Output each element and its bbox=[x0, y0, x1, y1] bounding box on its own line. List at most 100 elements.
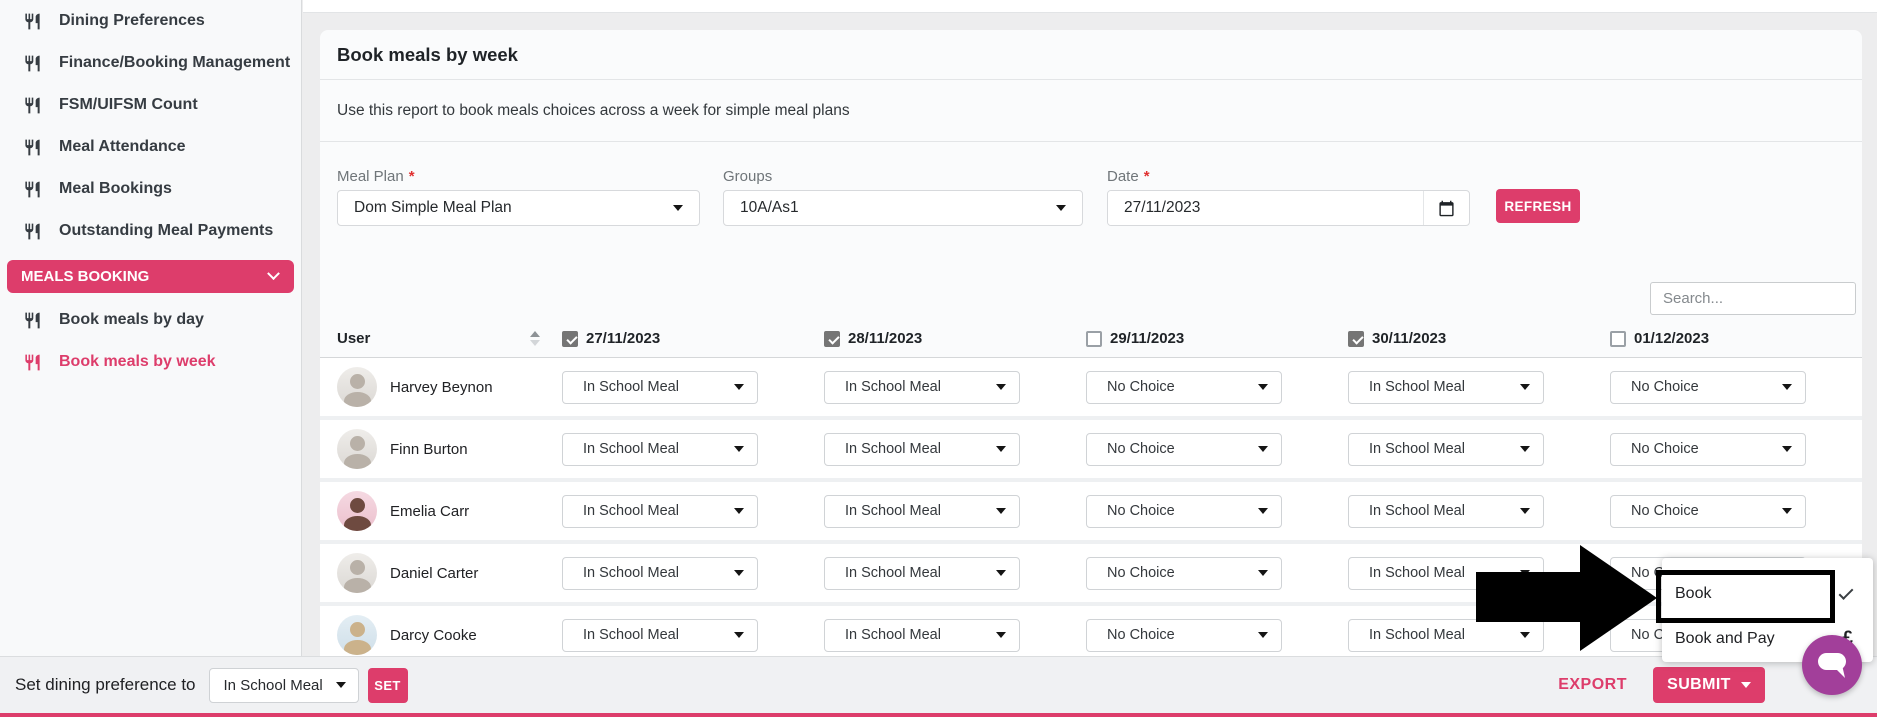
groups-select[interactable]: 10A/As1 bbox=[723, 190, 1083, 226]
sidebar-item-book-meals-by-day[interactable]: Book meals by day bbox=[0, 299, 301, 341]
sort-icon[interactable] bbox=[530, 331, 540, 346]
set-button[interactable]: SET bbox=[368, 668, 408, 703]
sort-desc-icon bbox=[530, 340, 540, 346]
meal-choice-select[interactable]: No Choice bbox=[1086, 495, 1282, 528]
date-column-checkbox[interactable] bbox=[562, 331, 578, 347]
refresh-button[interactable]: REFRESH bbox=[1496, 189, 1580, 223]
user-column-header: User bbox=[320, 330, 562, 347]
page-title: Book meals by week bbox=[320, 30, 1862, 80]
table-row: Finn Burton In School Meal In School Mea… bbox=[320, 420, 1862, 482]
dining-preference-select[interactable]: In School Meal bbox=[209, 668, 359, 703]
set-preference-label: Set dining preference to bbox=[15, 675, 196, 695]
date-column-header: 27/11/2023 bbox=[562, 330, 824, 347]
menu-item-book[interactable]: Book bbox=[1662, 570, 1873, 618]
caret-down-icon bbox=[1258, 384, 1268, 390]
meal-choice-select[interactable]: In School Meal bbox=[824, 557, 1020, 590]
sidebar-item-outstanding-meal-payments[interactable]: Outstanding Meal Payments bbox=[0, 210, 301, 252]
meal-choice-select[interactable]: No Choice bbox=[1086, 619, 1282, 652]
sort-asc-icon bbox=[530, 331, 540, 337]
meal-choice-select[interactable]: In School Meal bbox=[824, 371, 1020, 404]
meal-choice-select[interactable]: In School Meal bbox=[1348, 619, 1544, 652]
date-input-group bbox=[1107, 190, 1470, 226]
caret-down-icon bbox=[734, 508, 744, 514]
accent-bottom-line bbox=[0, 713, 1877, 717]
sidebar-item-label: FSM/UIFSM Count bbox=[59, 96, 198, 114]
export-button[interactable]: EXPORT bbox=[1558, 676, 1627, 694]
avatar bbox=[337, 429, 377, 469]
meal-choice-select[interactable]: In School Meal bbox=[1348, 433, 1544, 466]
meal-choice-select[interactable]: In School Meal bbox=[562, 371, 758, 404]
meal-choice-select[interactable]: In School Meal bbox=[1348, 371, 1544, 404]
submit-button[interactable]: SUBMIT bbox=[1653, 667, 1765, 703]
sidebar-item-label: Finance/Booking Management bbox=[59, 54, 290, 72]
caret-down-icon bbox=[1520, 446, 1530, 452]
caret-down-icon bbox=[336, 682, 346, 688]
chat-widget-button[interactable] bbox=[1802, 635, 1862, 695]
meal-choice-select[interactable]: No Choice bbox=[1086, 371, 1282, 404]
meal-plan-select[interactable]: Dom Simple Meal Plan bbox=[337, 190, 700, 226]
restaurant-icon bbox=[23, 222, 42, 241]
date-column-checkbox[interactable] bbox=[824, 331, 840, 347]
meal-choice-select[interactable]: In School Meal bbox=[824, 619, 1020, 652]
meal-choice-select[interactable]: No Choice bbox=[1610, 371, 1806, 404]
sidebar-item-fsm-uifsm-count[interactable]: FSM/UIFSM Count bbox=[0, 84, 301, 126]
table-row: Daniel Carter In School Meal In School M… bbox=[320, 544, 1862, 606]
meal-choice-select[interactable]: In School Meal bbox=[1348, 495, 1544, 528]
search-input[interactable] bbox=[1650, 282, 1856, 315]
caret-down-icon bbox=[1520, 508, 1530, 514]
meal-choice-select[interactable]: In School Meal bbox=[824, 433, 1020, 466]
sidebar-item-book-meals-by-week[interactable]: Book meals by week bbox=[0, 341, 301, 383]
date-column-checkbox[interactable] bbox=[1348, 331, 1364, 347]
meal-choice-select[interactable]: No Choice bbox=[1086, 433, 1282, 466]
restaurant-icon bbox=[23, 353, 42, 372]
action-bar: Set dining preference to In School Meal … bbox=[0, 656, 1877, 713]
caret-down-icon bbox=[1258, 632, 1268, 638]
meal-choice-select[interactable]: In School Meal bbox=[562, 557, 758, 590]
date-column-header: 29/11/2023 bbox=[1086, 330, 1348, 347]
meal-choice-select[interactable]: No Choice bbox=[1610, 495, 1806, 528]
restaurant-icon bbox=[23, 180, 42, 199]
sidebar-item-dining-preferences[interactable]: Dining Preferences bbox=[0, 0, 301, 42]
caret-down-icon bbox=[1258, 446, 1268, 452]
caret-down-icon bbox=[1258, 508, 1268, 514]
caret-down-icon bbox=[673, 205, 683, 211]
meal-choice-select[interactable]: In School Meal bbox=[562, 433, 758, 466]
sidebar-item-label: Book meals by day bbox=[59, 311, 204, 329]
meal-choice-select[interactable]: No Choice bbox=[1086, 557, 1282, 590]
caret-down-icon bbox=[996, 446, 1006, 452]
meal-choice-select[interactable]: In School Meal bbox=[1348, 557, 1544, 590]
sidebar-item-meal-attendance[interactable]: Meal Attendance bbox=[0, 126, 301, 168]
sidebar-item-label: Book meals by week bbox=[59, 353, 216, 371]
caret-down-icon bbox=[1782, 508, 1792, 514]
sidebar-section-label: MEALS BOOKING bbox=[21, 268, 149, 285]
date-column-header: 01/12/2023 bbox=[1610, 330, 1862, 347]
caret-down-icon bbox=[1782, 446, 1792, 452]
user-name: Darcy Cooke bbox=[390, 627, 477, 644]
sidebar-item-meal-bookings[interactable]: Meal Bookings bbox=[0, 168, 301, 210]
sidebar-item-label: Dining Preferences bbox=[59, 12, 205, 30]
top-bar bbox=[303, 0, 1877, 13]
meal-choice-select[interactable]: In School Meal bbox=[562, 495, 758, 528]
caret-down-icon bbox=[1782, 384, 1792, 390]
caret-down-icon bbox=[1520, 384, 1530, 390]
sidebar-section-meals-booking[interactable]: MEALS BOOKING bbox=[7, 260, 294, 293]
date-column-checkbox[interactable] bbox=[1086, 331, 1102, 347]
avatar bbox=[337, 491, 377, 531]
sidebar-item-label: Meal Attendance bbox=[59, 138, 186, 156]
chevron-down-icon bbox=[267, 267, 280, 280]
meal-choice-select[interactable]: No Choice bbox=[1610, 433, 1806, 466]
meal-plan-label: Meal Plan* bbox=[337, 168, 415, 185]
caret-down-icon bbox=[996, 570, 1006, 576]
calendar-button[interactable] bbox=[1423, 191, 1469, 225]
meal-choice-select[interactable]: In School Meal bbox=[562, 619, 758, 652]
table-row: Harvey Beynon In School Meal In School M… bbox=[320, 358, 1862, 420]
meal-choice-select[interactable]: In School Meal bbox=[824, 495, 1020, 528]
caret-down-icon bbox=[996, 384, 1006, 390]
date-input[interactable] bbox=[1108, 191, 1423, 225]
check-icon bbox=[1839, 585, 1854, 600]
calendar-icon bbox=[1438, 200, 1455, 217]
date-column-checkbox[interactable] bbox=[1610, 331, 1626, 347]
caret-down-icon bbox=[996, 632, 1006, 638]
sidebar-item-finance-booking-management[interactable]: Finance/Booking Management bbox=[0, 42, 301, 84]
caret-down-icon bbox=[1258, 570, 1268, 576]
